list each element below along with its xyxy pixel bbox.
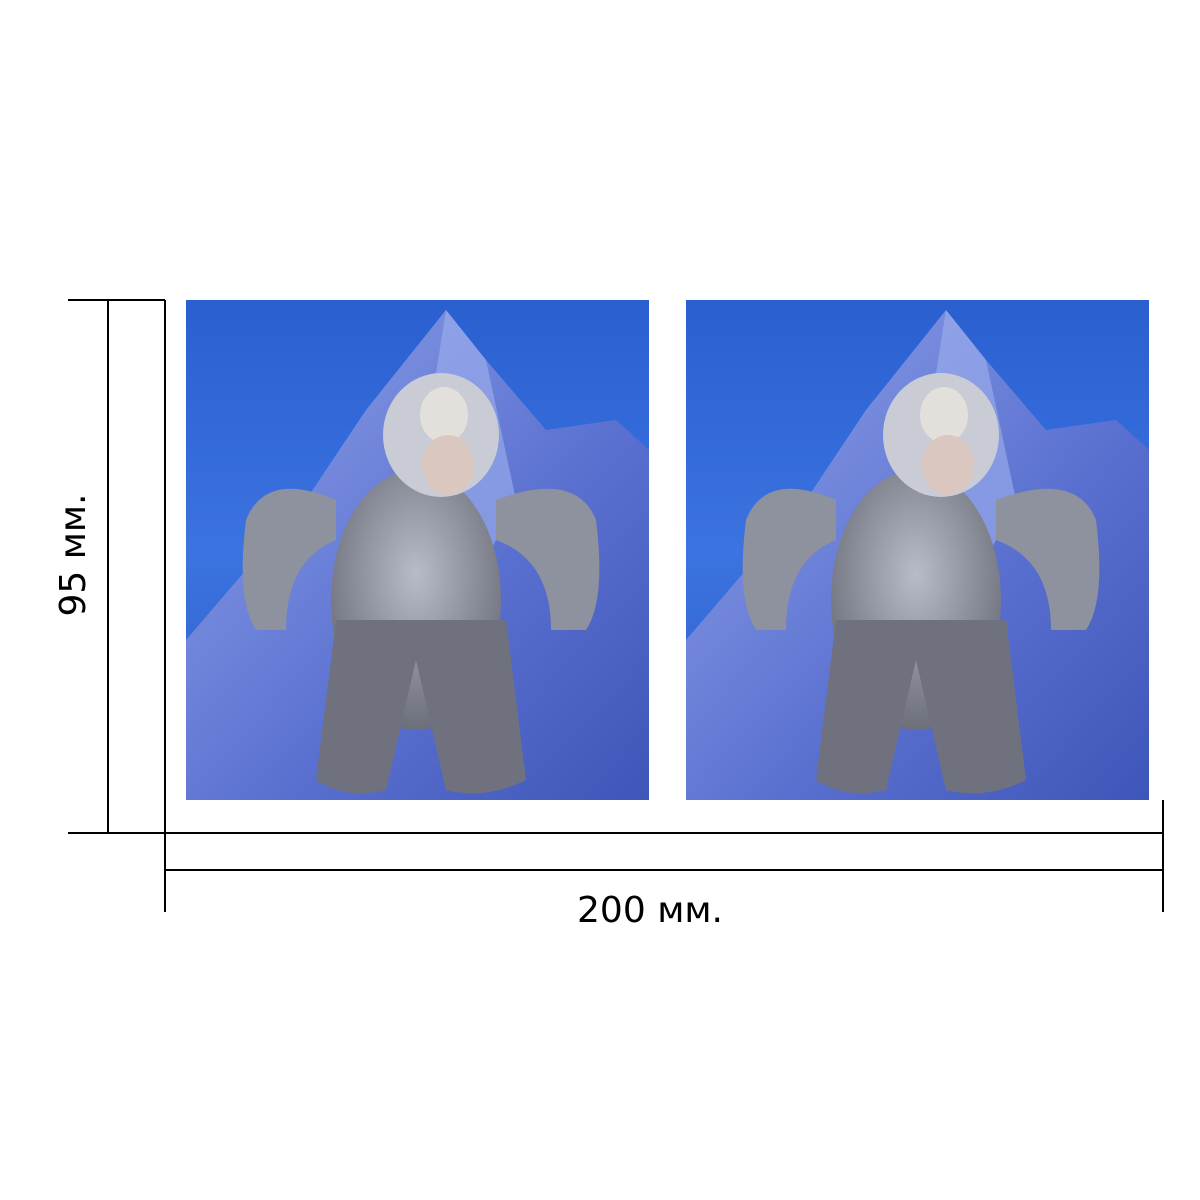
width-dimension: 200 мм.	[164, 800, 1164, 931]
height-label: 95 мм.	[53, 493, 94, 616]
product-image-left	[186, 300, 649, 800]
width-label: 200 мм.	[577, 890, 723, 931]
height-dimension: 95 мм.	[53, 299, 166, 834]
product-image-right	[686, 300, 1149, 800]
